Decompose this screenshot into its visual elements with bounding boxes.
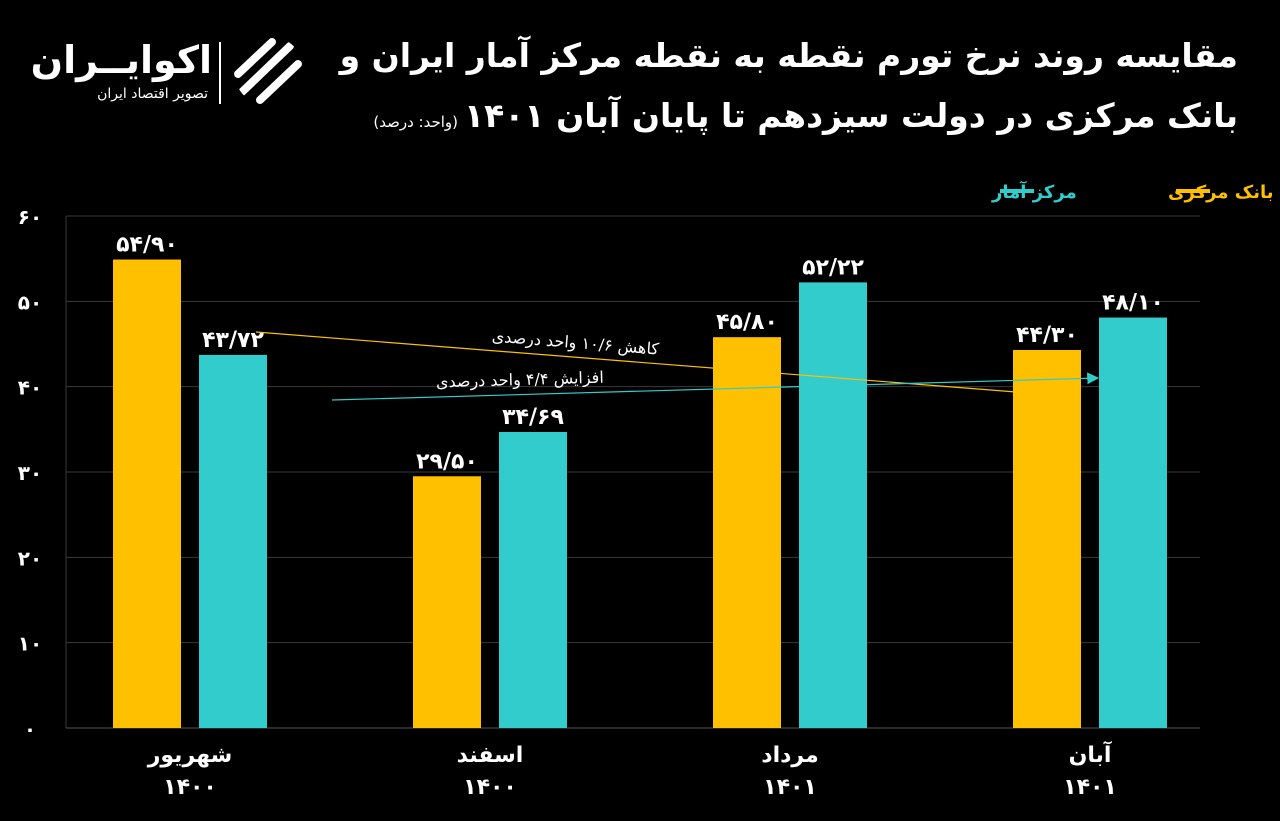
x-category-year: ۱۴۰۱ — [763, 775, 817, 800]
logo-name: اکوایــران — [30, 38, 212, 82]
logo-separator — [219, 42, 221, 104]
data-label: ۵۴/۹۰ — [116, 233, 178, 258]
bar — [113, 259, 181, 728]
x-category-month: آبان — [1069, 740, 1112, 768]
bar — [799, 282, 867, 728]
y-tick-label: ۴۰ — [18, 376, 42, 400]
bar — [713, 337, 781, 728]
data-label: ۴۳/۷۲ — [202, 328, 264, 353]
y-tick-label: ۲۰ — [18, 546, 42, 570]
bar — [1099, 317, 1167, 728]
bar — [499, 431, 567, 728]
x-category-month: اسفند — [457, 743, 524, 768]
y-tick-label: ۶۰ — [18, 205, 42, 229]
chart-title-line-1: مقایسه روند نرخ تورم نقطه به نقطه مرکز آ… — [339, 36, 1238, 75]
unit-note: (واحد: درصد) — [373, 113, 458, 131]
y-tick-label: ۳۰ — [18, 461, 42, 485]
bar — [199, 354, 267, 728]
chart-title-line-2-text: بانک مرکزی در دولت سیزدهم تا پایان آبان … — [464, 96, 1238, 135]
ecoiran-logo-icon — [234, 38, 302, 104]
increase-annotation: افزایش ۴/۴ واحد درصدی — [436, 368, 604, 393]
data-label: ۴۸/۱۰ — [1102, 291, 1164, 316]
increase-trend-arrow — [331, 372, 1100, 401]
x-category-year: ۱۴۰۰ — [163, 775, 217, 800]
bar — [413, 476, 481, 728]
data-label: ۴۵/۸۰ — [716, 310, 778, 335]
bar — [1013, 349, 1081, 728]
x-category-month: شهریور — [147, 743, 233, 768]
x-category-month: مرداد — [761, 743, 818, 768]
decrease-annotation: کاهش ۱۰/۶ واحد درصدی — [491, 326, 660, 359]
data-label: ۲۹/۵۰ — [416, 449, 478, 474]
decrease-trend-line — [255, 331, 1017, 393]
y-tick-label: ۱۰ — [18, 632, 42, 656]
data-label: ۴۴/۳۰ — [1016, 323, 1078, 348]
y-tick-label: ۵۰ — [18, 290, 42, 314]
x-category-year: ۱۴۰۰ — [463, 775, 517, 800]
chart-title-line-2: بانک مرکزی در دولت سیزدهم تا پایان آبان … — [373, 96, 1238, 135]
data-label: ۵۲/۲۲ — [802, 255, 864, 280]
legend-label-central-bank: بانک مرکزی — [1168, 182, 1273, 203]
legend-label-statistical-center: مرکز آمار — [991, 180, 1077, 203]
data-label: ۳۴/۶۹ — [502, 405, 564, 430]
x-category-year: ۱۴۰۱ — [1063, 775, 1117, 800]
y-tick-label: ۰ — [24, 717, 36, 741]
logo-tagline: تصویر اقتصاد ایران — [97, 86, 208, 102]
